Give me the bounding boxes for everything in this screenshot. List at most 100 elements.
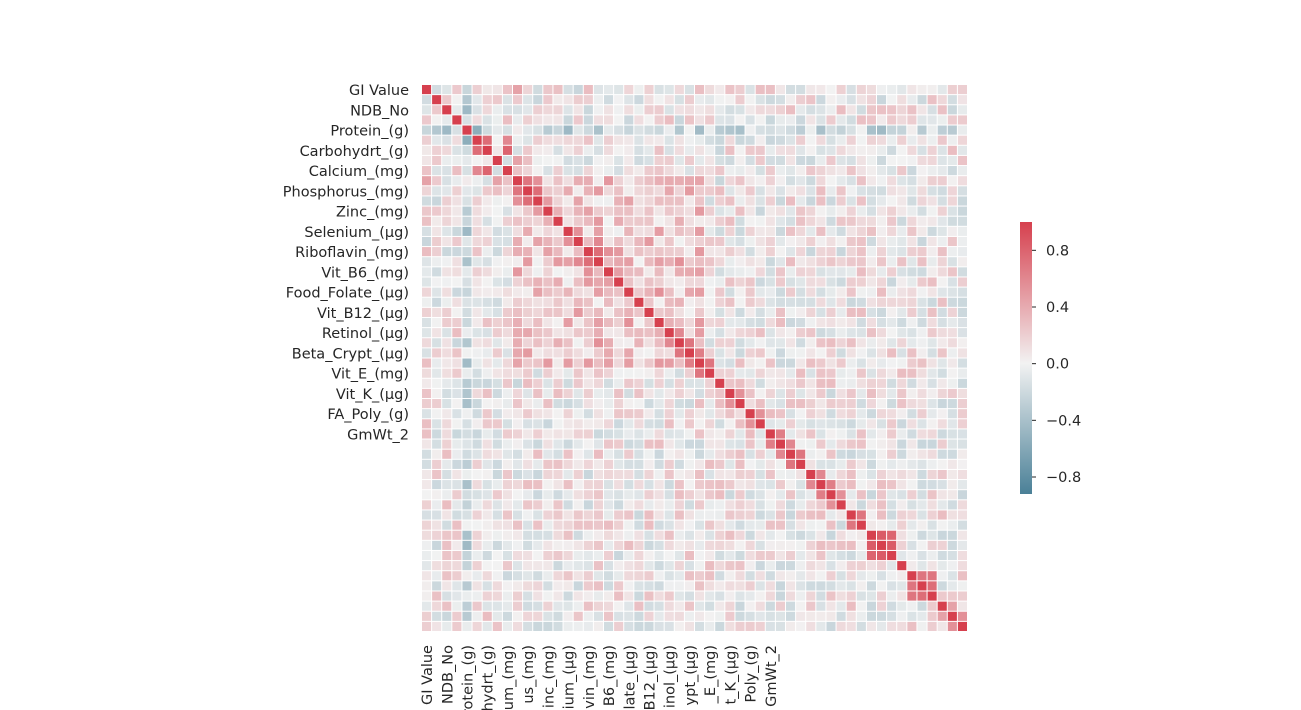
heatmap-cell: [897, 358, 907, 368]
heatmap-cell: [644, 267, 654, 277]
heatmap-cell: [826, 510, 836, 520]
heatmap-cell: [684, 429, 694, 439]
heatmap-cell: [533, 155, 543, 166]
heatmap-cell: [422, 429, 432, 439]
heatmap-cell: [745, 459, 755, 469]
heatmap-cell: [492, 419, 502, 429]
heatmap-cell: [472, 490, 482, 500]
heatmap-cell: [755, 459, 765, 469]
heatmap-cell: [614, 155, 624, 166]
heatmap-cell: [775, 530, 785, 540]
heatmap-cell: [786, 226, 796, 236]
heatmap-cell: [583, 338, 593, 348]
heatmap-cell: [705, 155, 715, 166]
heatmap-cell: [533, 540, 543, 550]
heatmap-cell: [745, 125, 755, 135]
heatmap-cell: [775, 166, 785, 176]
heatmap-cell: [664, 469, 674, 480]
heatmap-cell: [614, 348, 624, 358]
heatmap-cell: [684, 317, 694, 328]
heatmap-cell: [472, 368, 482, 378]
heatmap-cell: [563, 125, 573, 135]
heatmap-cell: [765, 540, 775, 550]
heatmap-cell: [907, 125, 917, 135]
heatmap-cell: [472, 115, 482, 125]
heatmap-cell: [492, 166, 502, 176]
heatmap-cell: [725, 145, 735, 155]
heatmap-cell: [654, 571, 664, 581]
heatmap-cell: [563, 561, 573, 571]
heatmap-cell: [715, 348, 725, 358]
heatmap-cell: [563, 236, 573, 247]
heatmap-cell: [422, 307, 432, 317]
heatmap-cell: [563, 591, 573, 601]
heatmap-cell: [674, 166, 684, 176]
heatmap-cell: [907, 601, 917, 611]
heatmap-cell: [533, 145, 543, 155]
heatmap-cell: [492, 530, 502, 540]
heatmap-cell: [573, 520, 583, 530]
heatmap-cell: [684, 530, 694, 540]
heatmap-cell: [866, 550, 876, 561]
heatmap-cell: [543, 378, 553, 388]
heatmap-cell: [614, 307, 624, 317]
heatmap-cell: [533, 419, 543, 429]
heatmap-cell: [856, 399, 866, 409]
heatmap-cell: [513, 236, 523, 247]
heatmap-cell: [432, 247, 442, 257]
heatmap-cell: [816, 540, 826, 550]
heatmap-cell: [786, 409, 796, 419]
heatmap-cell: [725, 429, 735, 439]
heatmap-cell: [573, 601, 583, 611]
heatmap-cell: [725, 621, 735, 631]
heatmap-cell: [695, 135, 705, 145]
heatmap-cell: [684, 459, 694, 469]
heatmap-cell: [513, 277, 523, 287]
heatmap-cell: [937, 166, 947, 176]
heatmap-cell: [634, 419, 644, 429]
heatmap-cell: [695, 530, 705, 540]
heatmap-cell: [502, 115, 512, 125]
heatmap-cell: [472, 358, 482, 368]
heatmap-cell: [513, 469, 523, 480]
heatmap-cell: [917, 480, 927, 490]
heatmap-cell: [614, 409, 624, 419]
heatmap-cell: [513, 105, 523, 115]
heatmap-cell: [644, 358, 654, 368]
heatmap-cell: [836, 85, 846, 95]
heatmap-cell: [846, 358, 856, 368]
heatmap-cell: [816, 85, 826, 95]
heatmap-cell: [836, 247, 846, 257]
heatmap-cell: [604, 378, 614, 388]
heatmap-cell: [553, 105, 563, 115]
heatmap-cell: [614, 561, 624, 571]
heatmap-cell: [513, 317, 523, 328]
heatmap-cell: [533, 186, 543, 196]
heatmap-cell: [877, 419, 887, 429]
heatmap-cell: [866, 388, 876, 399]
heatmap-cell: [614, 267, 624, 277]
heatmap-cell: [593, 429, 603, 439]
heatmap-cell: [695, 510, 705, 520]
heatmap-cell: [735, 429, 745, 439]
heatmap-cell: [604, 409, 614, 419]
heatmap-cell: [442, 469, 452, 480]
heatmap-cell: [422, 328, 432, 338]
heatmap-cell: [877, 216, 887, 226]
heatmap-cell: [472, 429, 482, 439]
heatmap-cell: [937, 186, 947, 196]
heatmap-cell: [786, 500, 796, 510]
heatmap-cell: [634, 115, 644, 125]
heatmap-cell: [796, 490, 806, 500]
heatmap-cell: [614, 469, 624, 480]
column-tick-label: us_(mg): [521, 645, 537, 704]
heatmap-cell: [523, 480, 533, 490]
heatmap-cell: [553, 328, 563, 338]
heatmap-cell: [583, 621, 593, 631]
heatmap-cell: [614, 186, 624, 196]
heatmap-cell: [917, 247, 927, 257]
heatmap-cell: [927, 236, 937, 247]
heatmap-cell: [543, 449, 553, 459]
heatmap-cell: [937, 621, 947, 631]
heatmap-cell: [806, 469, 816, 480]
